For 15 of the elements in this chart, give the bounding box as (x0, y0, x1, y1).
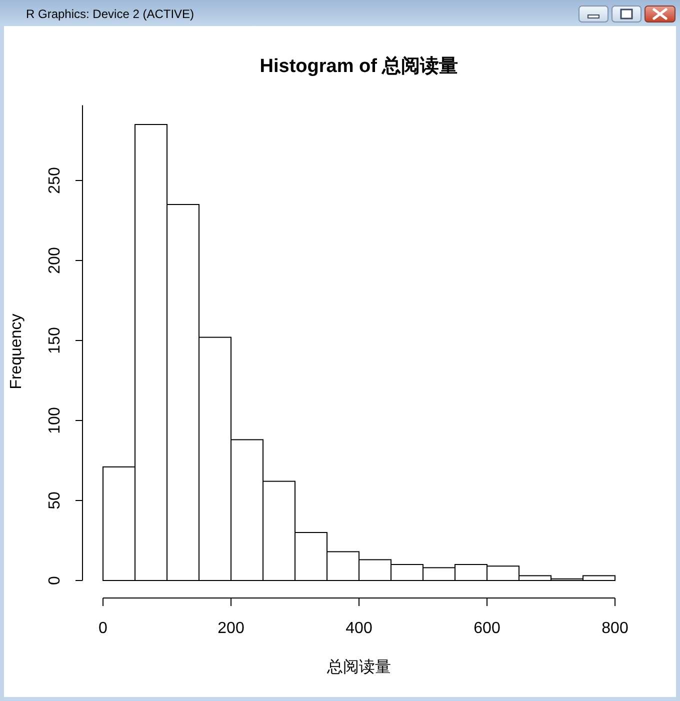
x-tick-label: 800 (602, 620, 628, 637)
x-tick-label: 200 (218, 620, 244, 637)
y-tick-label: 150 (46, 327, 64, 354)
x-tick-label: 400 (346, 620, 372, 637)
chart-title: Histogram of 总阅读量 (260, 55, 458, 77)
y-tick-label: 0 (46, 576, 64, 585)
y-tick-label: 200 (46, 247, 64, 274)
x-tick-label: 0 (98, 620, 108, 637)
x-tick-label: 600 (474, 620, 500, 637)
y-tick-label: 100 (46, 407, 64, 434)
y-tick-label: 250 (46, 167, 64, 194)
text: R Graphics: Device 2 (ACTIVE) (26, 7, 194, 21)
y-axis-title: Frequency (8, 314, 25, 390)
y-tick-label: 50 (46, 492, 64, 510)
x-axis-title: 总阅读量 (326, 658, 391, 676)
